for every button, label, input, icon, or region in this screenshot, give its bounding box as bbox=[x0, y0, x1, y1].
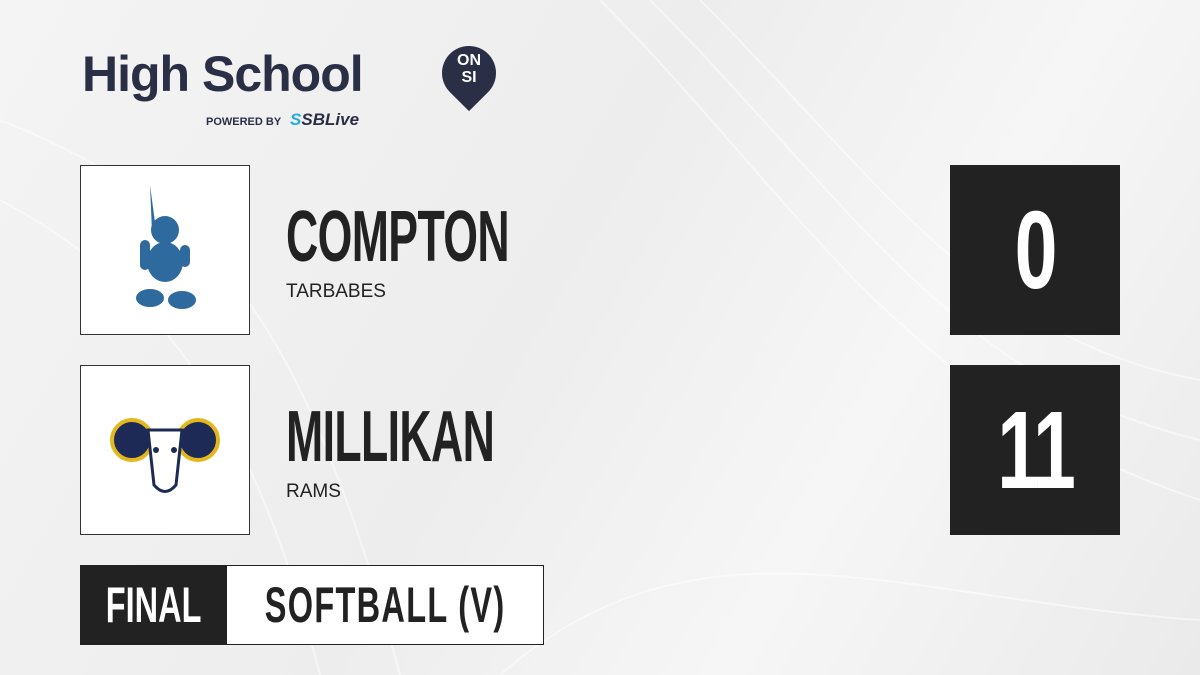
sblive-logo: SSBLive bbox=[290, 110, 360, 129]
team-logo bbox=[80, 365, 250, 535]
tarbabe-mascot-icon bbox=[136, 185, 196, 309]
team-row-home: COMPTON TARBABES 0 bbox=[80, 165, 1120, 335]
final-badge: FINAL bbox=[81, 566, 227, 644]
team-mascot: TARBABES bbox=[286, 281, 386, 302]
team-logo bbox=[80, 165, 250, 335]
brand-title: High School bbox=[82, 46, 364, 102]
sport-label: SOFTBALL (V) bbox=[264, 577, 506, 633]
team-name: COMPTON bbox=[286, 197, 510, 277]
brand-badge: ON SI bbox=[457, 52, 481, 86]
powered-by: POWERED BY SSBLive bbox=[206, 110, 360, 129]
team-name: MILLIKAN bbox=[286, 397, 495, 477]
game-status-bar: FINAL SOFTBALL (V) bbox=[80, 565, 544, 645]
team-score: 11 bbox=[950, 365, 1120, 535]
high-school-on-si-logo: High School ON SI POWERED BY SSBLive bbox=[82, 34, 508, 129]
team-mascot: RAMS bbox=[286, 481, 341, 502]
team-row-away: MILLIKAN RAMS 11 bbox=[80, 365, 1120, 535]
ram-head-icon bbox=[110, 418, 220, 493]
team-score: 0 bbox=[950, 165, 1120, 335]
